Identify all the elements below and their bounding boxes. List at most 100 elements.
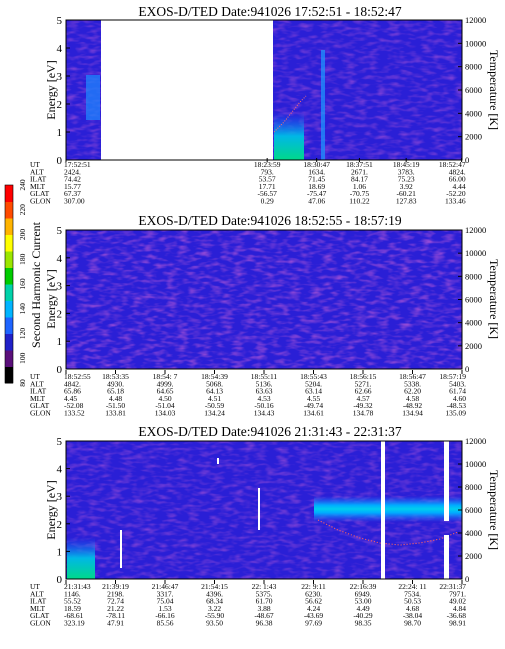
orbit-cell: 18.59 bbox=[64, 604, 81, 613]
orbit-cell: 21:31:43 bbox=[64, 582, 91, 591]
orbit-cell: 21:46:47 bbox=[152, 582, 179, 591]
orbit-cell: 18:56:15 bbox=[350, 372, 377, 381]
orbit-cell: -36.68 bbox=[447, 611, 467, 620]
orbit-cell: -40.29 bbox=[353, 611, 373, 620]
orbit-cell: -48.92 bbox=[403, 401, 423, 410]
orbit-row-label: ILAT bbox=[30, 387, 47, 396]
orbit-cell: 67.37 bbox=[64, 189, 81, 198]
orbit-cell: 4.84 bbox=[453, 604, 466, 613]
colorbar-label: Second Harmonic Current bbox=[29, 221, 43, 348]
orbit-cell: 4842. bbox=[64, 379, 81, 388]
panel-2-y-ticks: 0 1 2 3 4 5 bbox=[57, 225, 70, 376]
orbit-row-label: ILAT bbox=[30, 597, 47, 606]
orbit-cell: -49.74 bbox=[304, 401, 324, 410]
panel-3-y2label: Temperature [K] bbox=[487, 470, 501, 550]
colorbar-tick-label: 160 bbox=[18, 278, 27, 290]
panel-2-noise bbox=[66, 230, 462, 369]
y-tick-label: 5 bbox=[57, 15, 63, 27]
panel-3-y-ticks: 0 1 2 3 4 5 bbox=[57, 436, 70, 586]
panel-1-y2label: Temperature [K] bbox=[487, 50, 501, 130]
panel-3-temperature-trace bbox=[317, 519, 459, 546]
colorbar-tick-label: 100 bbox=[18, 352, 27, 364]
orbit-cell: 55.52 bbox=[64, 597, 81, 606]
panel-2-y2-ticks: 0 2000 4000 6000 8000 10000 12000 bbox=[458, 225, 486, 374]
orbit-cell: 4.49 bbox=[356, 604, 369, 613]
orbit-cell: -50.16 bbox=[254, 401, 274, 410]
y-tick-label: 2 bbox=[57, 99, 63, 111]
orbit-cell: 96.38 bbox=[256, 619, 273, 628]
y2-tick-label: 6000 bbox=[465, 295, 482, 305]
y-tick-label: 4 bbox=[57, 253, 63, 265]
orbit-cell: 18:55:43 bbox=[300, 372, 327, 381]
orbit-cell: 323.19 bbox=[64, 619, 85, 628]
orbit-cell: -48.67 bbox=[254, 611, 274, 620]
orbit-cell: 5068. bbox=[206, 379, 223, 388]
orbit-cell: -66.16 bbox=[155, 611, 175, 620]
y2-tick-label: 8000 bbox=[465, 271, 482, 281]
orbit-cell: 21:39:19 bbox=[102, 582, 129, 591]
panel-1-early-enhancement bbox=[86, 75, 100, 120]
orbit-cell: -38.04 bbox=[403, 611, 423, 620]
panel-3-data-gap-1 bbox=[381, 441, 385, 579]
orbit-cell: 18:23:59 bbox=[254, 160, 281, 169]
orbit-row-label: GLON bbox=[30, 197, 51, 206]
orbit-cell: 5204. bbox=[305, 379, 322, 388]
orbit-cell: 62.66 bbox=[355, 387, 372, 396]
panel-3-title: EXOS-D/TED Date:941026 21:31:43 - 22:31:… bbox=[138, 424, 401, 439]
orbit-cell: 61.74 bbox=[449, 387, 466, 396]
colorbar-cell bbox=[5, 350, 13, 367]
colorbar-cell bbox=[5, 284, 13, 301]
y-tick-label: 2 bbox=[57, 308, 63, 320]
orbit-cell: -56.57 bbox=[257, 189, 277, 198]
panel-3-y2-ticks: 0 2000 4000 6000 8000 10000 12000 bbox=[458, 436, 486, 584]
panel-2-orbit-table: UTALTILATMLTGLATGLON18:52:554842.65.864.… bbox=[30, 370, 466, 418]
orbit-cell: 75.04 bbox=[157, 597, 174, 606]
orbit-cell: 4.24 bbox=[307, 604, 320, 613]
orbit-cell: 4.44 bbox=[452, 182, 465, 191]
panel-3-spike-3 bbox=[217, 458, 219, 464]
panel-1-low-energy-blob bbox=[274, 112, 304, 160]
y2-tick-label: 4000 bbox=[465, 528, 482, 538]
panel-3-data-gap-2 bbox=[444, 441, 449, 521]
y2-tick-label: 0 bbox=[465, 155, 469, 165]
panel-1-title: EXOS-D/TED Date:941026 17:52:51 - 18:52:… bbox=[138, 4, 401, 19]
orbit-cell: 135.09 bbox=[445, 409, 466, 418]
orbit-cell: 4.68 bbox=[406, 604, 419, 613]
orbit-cell: 18:53:35 bbox=[102, 372, 129, 381]
y-tick-label: 4 bbox=[57, 464, 63, 476]
orbit-row-label: MLT bbox=[30, 182, 46, 191]
orbit-cell: 5403. bbox=[449, 379, 466, 388]
orbit-cell: 98.70 bbox=[404, 619, 421, 628]
panel-1-y-ticks: 0 1 2 3 4 5 bbox=[57, 15, 70, 167]
y-tick-label: 5 bbox=[57, 225, 63, 237]
orbit-cell: 133.52 bbox=[64, 409, 85, 418]
y-tick-label: 1 bbox=[57, 546, 63, 558]
y-tick-label: 0 bbox=[57, 155, 63, 167]
orbit-cell: 75.23 bbox=[398, 175, 415, 184]
orbit-cell: 1.06 bbox=[353, 182, 366, 191]
colorbar-cell bbox=[5, 366, 13, 384]
orbit-cell: -68.61 bbox=[64, 611, 84, 620]
orbit-cell: 4.55 bbox=[307, 394, 320, 403]
orbit-cell: 65.18 bbox=[107, 387, 124, 396]
y-tick-label: 3 bbox=[57, 71, 63, 83]
orbit-cell: 74.42 bbox=[64, 175, 81, 184]
orbit-cell: -43.69 bbox=[304, 611, 324, 620]
orbit-cell: 98.35 bbox=[355, 619, 372, 628]
orbit-cell: 71.45 bbox=[308, 175, 325, 184]
orbit-cell: 56.62 bbox=[305, 597, 322, 606]
orbit-cell: -55.90 bbox=[205, 611, 225, 620]
orbit-cell: 65.86 bbox=[64, 387, 81, 396]
orbit-cell: 93.50 bbox=[206, 619, 223, 628]
orbit-cell: 1634. bbox=[308, 167, 325, 176]
orbit-cell: 18:56:47 bbox=[399, 372, 426, 381]
colorbar-cells bbox=[5, 185, 13, 384]
orbit-cell: 21.22 bbox=[107, 604, 124, 613]
panel-3: EXOS-D/TED Date:941026 21:31:43 - 22:31:… bbox=[30, 424, 501, 628]
orbit-cell: -51.50 bbox=[106, 401, 126, 410]
orbit-cell: 4396. bbox=[206, 589, 223, 598]
orbit-row-label: ALT bbox=[30, 167, 44, 176]
orbit-cell: 18:30:47 bbox=[303, 160, 330, 169]
orbit-row-label: GLON bbox=[30, 619, 51, 628]
